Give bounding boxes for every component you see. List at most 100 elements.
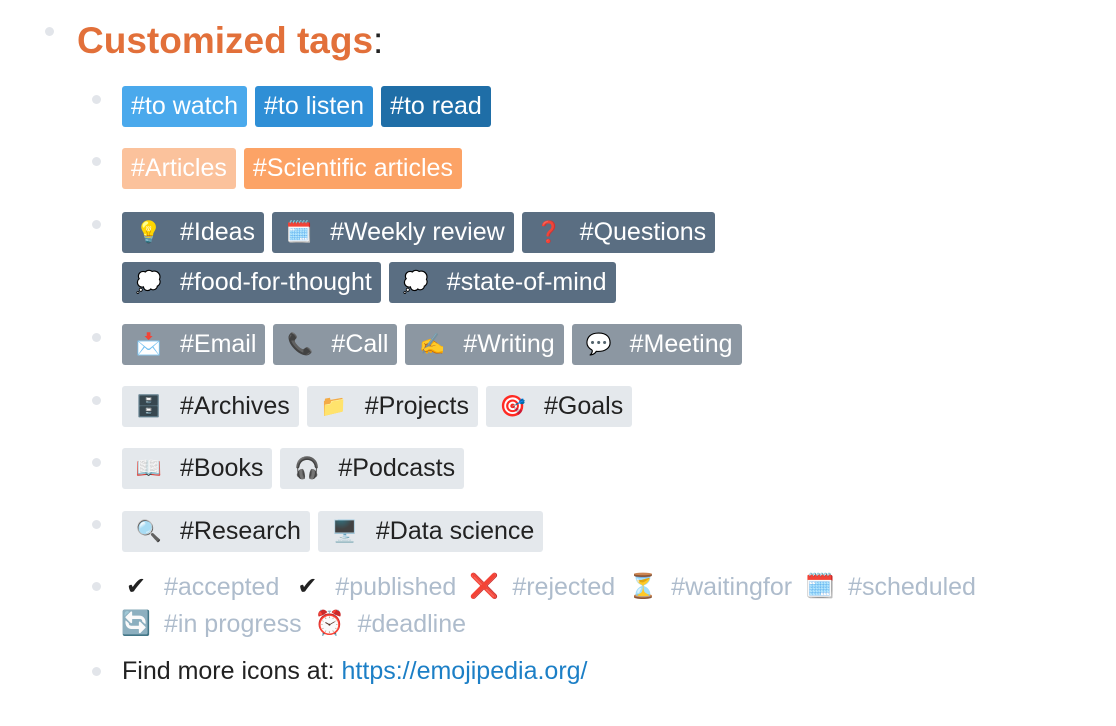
status-line-2: 🔄 #in progress ⏰ #deadline [121,605,480,642]
status-tag-rejected[interactable]: ❌ #rejected [469,569,616,605]
tag-writing[interactable]: ✍️ #Writing [405,324,564,365]
emojipedia-link[interactable]: https://emojipedia.org/ [341,657,588,685]
status-tag-in-progress[interactable]: 🔄 #in progress [121,606,302,642]
tag-label: #Email [180,330,257,358]
status-tag-deadline[interactable]: ⏰ #deadline [314,606,467,642]
tag-row-thinking-1: 💡 #Ideas 🗓️ #Weekly review ❓ #Questions [122,212,716,253]
hourglass-icon: ⏳ [628,573,659,600]
file-cabinet-icon: 🗄️ [135,395,163,418]
question-mark-icon: ❓ [535,221,562,244]
tag-label: #Archives [180,392,290,420]
tag-label: #Projects [364,392,469,420]
calendar-icon: 🗓️ [285,221,313,244]
heading-text: Customized tags [77,20,374,61]
tag-label: #food-for-thought [180,268,372,296]
tag-label: #to listen [264,92,365,120]
tag-weekly-review[interactable]: 🗓️ #Weekly review [272,212,514,253]
tag-row-articles: #Articles #Scientific articles [122,148,462,189]
target-icon: 🎯 [499,395,527,418]
tag-to-read[interactable]: #to read [381,86,491,127]
tag-row-reading: 📖 #Books 🎧 #Podcasts [122,448,465,489]
row-bullet[interactable] [92,157,101,166]
desktop-computer-icon: 🖥️ [331,520,358,543]
row-bullet[interactable] [92,458,101,467]
envelope-icon: 📩 [135,333,163,356]
status-label: #waitingfor [671,573,793,601]
magnifier-icon: 🔍 [135,520,163,543]
tag-row-media: #to watch #to listen #to read [122,86,491,127]
heading-bullet[interactable] [45,27,54,36]
row-bullet[interactable] [92,396,101,405]
tag-articles[interactable]: #Articles [122,148,236,189]
tag-projects[interactable]: 📁 #Projects [306,386,478,427]
tag-questions[interactable]: ❓ #Questions [521,212,716,253]
status-tag-scheduled[interactable]: 🗓️ #scheduled [805,569,976,605]
tag-email[interactable]: 📩 #Email [122,324,266,365]
open-book-icon: 📖 [135,457,163,480]
tag-row-research: 🔍 #Research 🖥️ #Data science [122,511,544,552]
tag-label: #Goals [543,392,624,420]
check-mark-icon: ✔ [125,573,147,600]
thought-bubble-icon: 💭 [135,271,163,294]
tag-to-listen[interactable]: #to listen [255,86,374,127]
status-tag-accepted[interactable]: ✔ #accepted [122,569,279,605]
tag-label: #to watch [131,92,239,120]
tag-ideas[interactable]: 💡 #Ideas [122,212,265,253]
tag-label: #Scientific articles [252,154,453,182]
find-more-text: Find more icons at: [122,657,342,685]
status-label: #in progress [164,610,302,638]
tag-books[interactable]: 📖 #Books [122,448,273,489]
find-more-line: Find more icons at: https://emojipedia.o… [122,653,588,689]
tag-label: #Weekly review [330,218,505,246]
heading-colon: : [373,20,384,61]
headphones-icon: 🎧 [294,457,321,480]
tag-label: #Call [331,330,389,358]
alarm-clock-icon: ⏰ [314,610,345,637]
tag-label: #Research [180,517,301,545]
check-mark-icon: ✔ [297,573,318,600]
thought-bubble-icon: 💭 [402,271,429,294]
status-label: #deadline [357,610,467,638]
speech-bubble-icon: 💬 [585,333,612,356]
row-bullet[interactable] [92,220,101,229]
tag-row-organization: 🗄️ #Archives 📁 #Projects 🎯 #Goals [122,386,633,427]
tag-row-communication: 📩 #Email 📞 #Call ✍️ #Writing 💬 #Meeting [122,324,742,365]
tag-label: #to read [390,92,482,120]
tag-label: #Podcasts [338,454,456,482]
status-tag-published[interactable]: ✔ #published [293,569,456,605]
calendar-icon: 🗓️ [805,573,836,600]
status-label: #accepted [164,573,280,601]
tag-label: #Data science [375,517,535,545]
tag-data-science[interactable]: 🖥️ #Data science [317,511,544,552]
tag-food-for-thought[interactable]: 💭 #food-for-thought [122,262,381,303]
tag-row-thinking-2: 💭 #food-for-thought 💭 #state-of-mind [122,262,616,303]
cross-mark-icon: ❌ [469,573,500,600]
tag-podcasts[interactable]: 🎧 #Podcasts [280,448,465,489]
tag-scientific-articles[interactable]: #Scientific articles [243,148,462,189]
tag-label: #state-of-mind [446,268,607,296]
tag-label: #Meeting [629,330,733,358]
phone-icon: 📞 [287,333,314,356]
tag-research[interactable]: 🔍 #Research [122,511,310,552]
tag-archives[interactable]: 🗄️ #Archives [122,386,299,427]
status-label: #scheduled [848,573,976,601]
tag-to-watch[interactable]: #to watch [122,86,248,127]
row-bullet[interactable] [92,667,101,676]
writing-hand-icon: ✍️ [419,333,446,356]
status-label: #published [335,573,457,601]
tag-state-of-mind[interactable]: 💭 #state-of-mind [388,262,616,303]
tag-label: #Writing [463,330,555,358]
tag-label: #Ideas [180,218,256,246]
row-bullet[interactable] [92,95,101,104]
tag-goals[interactable]: 🎯 #Goals [485,386,633,427]
row-bullet[interactable] [92,582,101,591]
row-bullet[interactable] [92,333,101,342]
tag-label: #Books [180,454,264,482]
tag-call[interactable]: 📞 #Call [273,324,398,365]
status-label: #rejected [512,573,616,601]
refresh-icon: 🔄 [121,610,151,637]
status-tag-waitingfor[interactable]: ⏳ #waitingfor [628,569,793,605]
row-bullet[interactable] [92,520,101,529]
tag-meeting[interactable]: 💬 #Meeting [571,324,742,365]
page-title: Customized tags: [77,18,383,64]
